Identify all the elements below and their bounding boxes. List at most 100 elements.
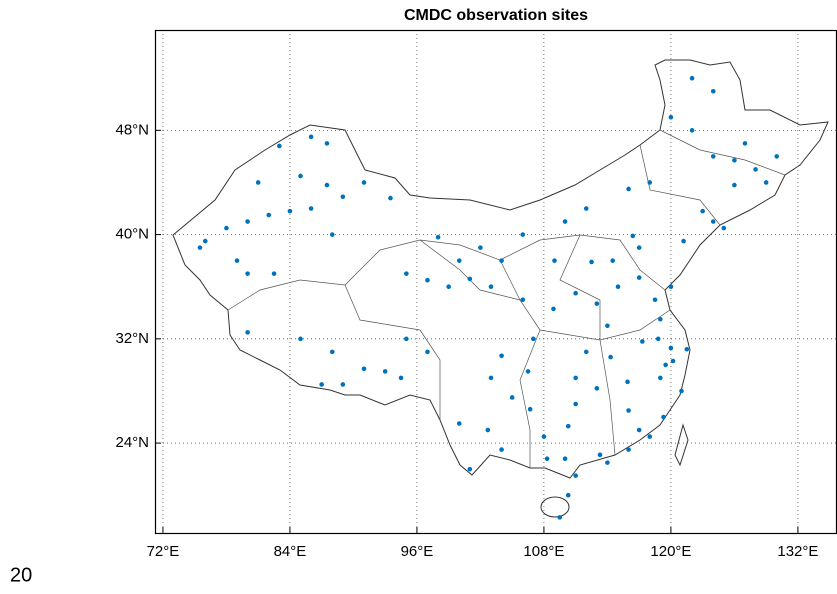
site [340, 382, 346, 387]
site [668, 284, 674, 290]
site [308, 134, 314, 140]
site [562, 219, 568, 224]
y-tick-label: 24°N [115, 434, 149, 451]
site [499, 353, 504, 359]
site [742, 141, 748, 146]
site [655, 336, 661, 342]
site [509, 395, 515, 400]
site [608, 354, 613, 360]
site [573, 290, 578, 296]
axes-frame [154, 29, 837, 535]
site [583, 206, 589, 211]
site [658, 316, 663, 322]
site [245, 219, 250, 224]
site [658, 375, 663, 381]
site [636, 245, 642, 250]
x-tick-label: 72°E [147, 543, 180, 560]
site [541, 434, 547, 439]
site [625, 379, 630, 385]
site [308, 206, 314, 211]
site [499, 258, 504, 263]
hainan [540, 496, 570, 518]
x-tick-label: 84°E [274, 543, 307, 560]
site [425, 277, 430, 283]
site [647, 434, 653, 439]
site [681, 238, 686, 244]
site [610, 258, 616, 263]
site [277, 143, 282, 149]
site [456, 258, 462, 263]
site [544, 456, 550, 462]
site [404, 271, 409, 276]
page-number: 20 [10, 564, 32, 586]
site [732, 158, 737, 163]
y-tick-label: 32°N [115, 330, 149, 347]
site [340, 194, 346, 200]
site [626, 408, 631, 413]
site [668, 345, 674, 351]
site [266, 212, 272, 218]
site [710, 154, 716, 159]
site [565, 423, 571, 429]
y-tick-label: 48°N [115, 121, 149, 138]
site [287, 208, 293, 214]
site [319, 382, 324, 387]
site [324, 182, 330, 188]
site [573, 401, 578, 407]
site [234, 258, 240, 263]
sites [197, 75, 780, 520]
site [763, 180, 769, 185]
site [583, 349, 589, 355]
x-tick-label: 120°E [650, 543, 691, 560]
site [271, 271, 277, 276]
site [404, 336, 409, 342]
x-tick-label: 132°E [777, 543, 818, 560]
site [652, 297, 658, 303]
site [700, 208, 705, 214]
site [202, 238, 208, 244]
site [388, 195, 393, 201]
site [721, 225, 727, 231]
site [485, 427, 491, 433]
site [425, 349, 430, 355]
site [456, 421, 462, 426]
site [670, 358, 676, 364]
province-borders [227, 129, 786, 468]
site [324, 141, 330, 146]
site [689, 128, 695, 133]
site [245, 330, 250, 335]
site [478, 245, 483, 250]
site [630, 233, 636, 239]
site [597, 452, 603, 458]
site [668, 115, 674, 120]
site [329, 349, 335, 355]
site [689, 75, 695, 81]
site [626, 186, 631, 192]
site [605, 460, 610, 465]
site [255, 180, 261, 185]
site [435, 234, 441, 240]
site [446, 284, 451, 290]
chart-title: CMDC observation sites [404, 7, 588, 24]
site [562, 456, 568, 462]
site [679, 388, 684, 394]
site [361, 366, 367, 372]
site [636, 275, 642, 280]
site [589, 259, 594, 265]
site [594, 301, 600, 306]
site [382, 369, 388, 374]
site [224, 225, 229, 231]
site [551, 306, 556, 312]
y-tick-label: 40°N [115, 226, 149, 243]
site [573, 473, 578, 478]
site [573, 375, 578, 381]
site [640, 339, 645, 344]
site [245, 271, 250, 276]
site [520, 232, 526, 237]
site [605, 323, 610, 329]
site [329, 232, 335, 237]
site [499, 447, 504, 452]
site [636, 427, 642, 433]
site [615, 284, 621, 290]
